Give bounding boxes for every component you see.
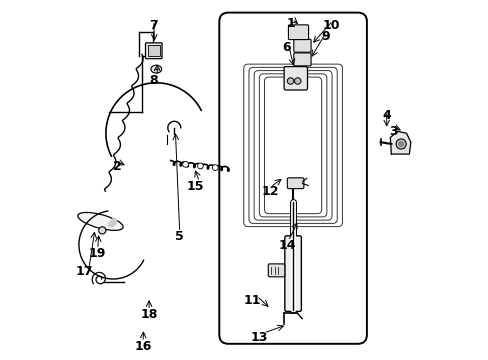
Text: 4: 4 bbox=[382, 109, 390, 122]
Circle shape bbox=[111, 220, 116, 225]
Circle shape bbox=[197, 163, 203, 169]
Circle shape bbox=[395, 139, 406, 149]
FancyBboxPatch shape bbox=[219, 13, 366, 344]
Text: 18: 18 bbox=[140, 309, 158, 321]
FancyBboxPatch shape bbox=[293, 39, 310, 52]
Text: 3: 3 bbox=[389, 125, 397, 138]
Circle shape bbox=[99, 227, 106, 234]
Text: 10: 10 bbox=[322, 19, 340, 32]
Text: 11: 11 bbox=[243, 294, 261, 307]
FancyBboxPatch shape bbox=[145, 43, 162, 59]
Text: 19: 19 bbox=[89, 247, 106, 260]
FancyBboxPatch shape bbox=[288, 25, 308, 40]
Text: 12: 12 bbox=[261, 185, 279, 198]
FancyBboxPatch shape bbox=[287, 178, 303, 189]
Text: 13: 13 bbox=[250, 331, 267, 344]
Ellipse shape bbox=[78, 212, 123, 230]
Circle shape bbox=[108, 222, 113, 227]
Text: 17: 17 bbox=[75, 265, 93, 278]
Text: 8: 8 bbox=[149, 75, 158, 87]
FancyBboxPatch shape bbox=[293, 53, 310, 66]
Text: 1: 1 bbox=[286, 17, 295, 30]
Circle shape bbox=[287, 78, 293, 84]
Text: 16: 16 bbox=[134, 340, 151, 353]
Circle shape bbox=[110, 221, 115, 226]
Polygon shape bbox=[389, 131, 410, 154]
Text: 7: 7 bbox=[149, 19, 158, 32]
Circle shape bbox=[398, 141, 403, 147]
Text: 9: 9 bbox=[321, 30, 329, 42]
Text: 14: 14 bbox=[278, 239, 296, 252]
FancyBboxPatch shape bbox=[284, 236, 301, 311]
Text: 6: 6 bbox=[282, 41, 291, 54]
Text: 5: 5 bbox=[174, 230, 183, 243]
FancyBboxPatch shape bbox=[284, 67, 307, 90]
Circle shape bbox=[294, 78, 301, 84]
Circle shape bbox=[212, 165, 218, 170]
Circle shape bbox=[111, 219, 117, 224]
FancyBboxPatch shape bbox=[268, 264, 284, 277]
Circle shape bbox=[183, 161, 188, 167]
Bar bbox=[148, 45, 159, 56]
Text: 2: 2 bbox=[113, 160, 122, 173]
Ellipse shape bbox=[151, 65, 162, 73]
Text: 15: 15 bbox=[186, 180, 203, 193]
